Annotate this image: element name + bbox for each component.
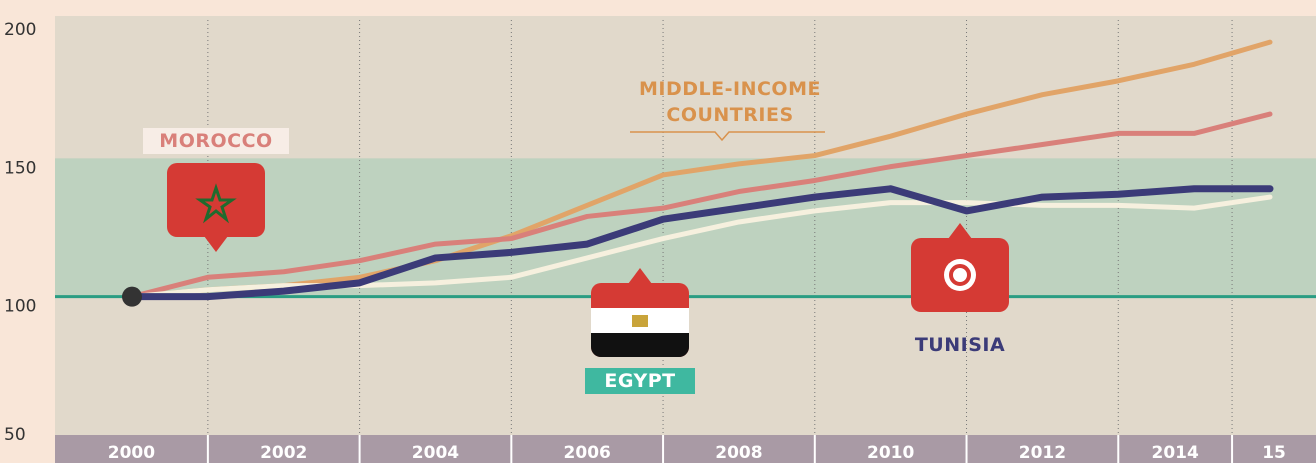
- crescent: [949, 264, 971, 286]
- x-axis-bar: [55, 435, 1316, 463]
- x-tick-label: 2014: [1152, 443, 1199, 463]
- flag-box: [167, 163, 265, 237]
- series-line: [129, 39, 1273, 300]
- x-tick-label: 15: [1262, 443, 1286, 463]
- y-tick-label: 200: [4, 20, 36, 40]
- series-label: MIDDLE-INCOME COUNTRIES: [639, 78, 821, 126]
- series-line: [129, 111, 1273, 300]
- flag-pointer: [948, 223, 972, 239]
- series-label: EGYPT: [585, 368, 695, 394]
- disc: [944, 259, 976, 291]
- series-label: TUNISIA: [914, 334, 1006, 356]
- eagle: [632, 315, 648, 327]
- flag: [167, 163, 265, 252]
- y-tick-label: 150: [4, 158, 36, 178]
- series-label: MOROCCO: [143, 128, 289, 154]
- stripe: [591, 333, 689, 343]
- x-tick-label: 2012: [1019, 443, 1066, 463]
- star: [195, 183, 237, 224]
- x-tick-label: 2002: [260, 443, 307, 463]
- x-tick-label: 2010: [867, 443, 914, 463]
- x-tick-label: 2008: [715, 443, 762, 463]
- flag: [591, 268, 689, 357]
- flag-pointer: [628, 268, 652, 284]
- start-point: [122, 286, 142, 307]
- callout-line: [630, 131, 825, 142]
- x-tick-label: 2006: [564, 443, 611, 463]
- series-line: [128, 185, 1274, 301]
- flag: [911, 223, 1009, 312]
- x-tick-label: 2000: [108, 443, 155, 463]
- y-tick-label: 50: [4, 425, 26, 445]
- x-tick-label: 2004: [412, 443, 459, 463]
- y-tick-label: 100: [4, 297, 36, 317]
- flag-pointer: [204, 236, 228, 252]
